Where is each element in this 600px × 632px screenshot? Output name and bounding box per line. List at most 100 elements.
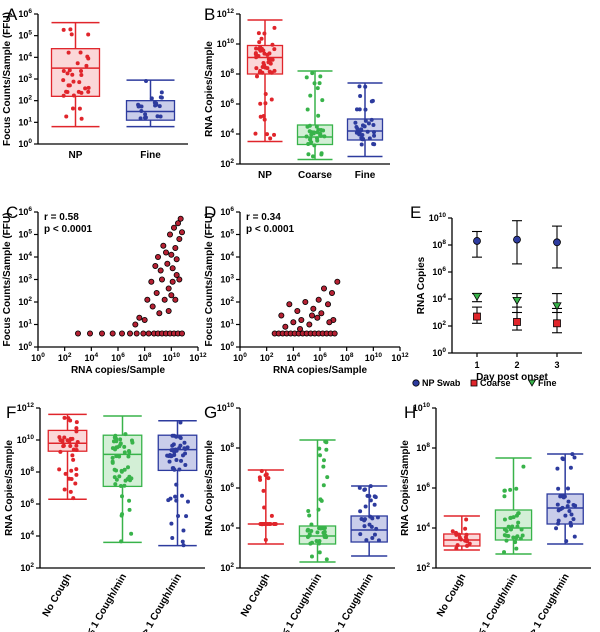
data-point: [502, 494, 507, 499]
data-point: [362, 124, 367, 129]
data-point: [502, 527, 507, 532]
data-point: [170, 536, 175, 541]
data-point: [113, 433, 118, 438]
data-point: [126, 465, 131, 470]
data-point: [556, 486, 561, 491]
data-point: [324, 440, 329, 445]
y-tick-label: 106: [432, 266, 446, 277]
box-coarse: [296, 70, 334, 161]
data-point: [67, 439, 72, 444]
data-point: [312, 81, 317, 86]
data-point: [321, 483, 326, 488]
data-point: [306, 527, 311, 532]
data-point: [262, 63, 267, 68]
y-tick-label: 106: [18, 206, 32, 217]
y-tick-label: 104: [18, 251, 32, 262]
data-point: [118, 441, 123, 446]
box--1-cough-min: [298, 439, 337, 563]
data-point: [304, 75, 309, 80]
data-point: [257, 70, 262, 75]
data-point: [67, 83, 72, 88]
data-point: [73, 481, 78, 486]
data-point: [467, 541, 472, 546]
panel-label: F: [6, 403, 16, 422]
data-point: [556, 518, 561, 523]
x-tick-label: 102: [260, 352, 274, 363]
box-np: [246, 19, 284, 143]
series-np-swab-point: [552, 225, 562, 269]
data-point: [368, 484, 373, 489]
scatter-point: [172, 244, 179, 251]
y-axis-title: RNA Copies/Sample: [400, 440, 411, 536]
data-point: [321, 458, 326, 463]
y-tick-label: 104: [432, 293, 446, 304]
scatter-point: [119, 330, 126, 337]
data-point: [375, 515, 380, 520]
data-point: [74, 420, 79, 425]
data-point: [144, 79, 149, 84]
scatter-point: [308, 312, 315, 319]
scatter-point: [324, 301, 331, 308]
data-point: [86, 56, 91, 61]
y-tick-label: 1010: [217, 402, 235, 413]
scatter-point: [109, 330, 116, 337]
data-point: [454, 546, 459, 551]
y-tick-label: 104: [20, 530, 34, 541]
data-point: [320, 98, 325, 103]
data-point: [325, 475, 330, 480]
y-tick-label: 101: [18, 319, 32, 330]
y-tick-label: 103: [220, 274, 234, 285]
data-point: [271, 522, 276, 526]
scatter-point: [168, 251, 175, 258]
data-point: [363, 107, 368, 112]
scatter-point: [302, 298, 309, 305]
y-tick-label: 1010: [17, 434, 35, 445]
data-point: [554, 526, 559, 531]
scatter-point: [177, 215, 184, 222]
y-tick-label: 105: [18, 30, 32, 41]
data-point: [114, 477, 119, 482]
data-point: [358, 509, 363, 514]
data-point: [376, 538, 381, 543]
scatter-point: [176, 276, 183, 283]
data-point: [261, 488, 266, 493]
y-tick-label: 1010: [413, 402, 431, 413]
data-point: [516, 511, 521, 516]
data-point: [154, 101, 159, 106]
y-tick-label: 100: [18, 138, 32, 149]
box-fine: [125, 79, 176, 128]
data-point: [254, 55, 259, 60]
data-point: [357, 485, 362, 490]
data-point: [565, 504, 570, 509]
data-point: [69, 468, 74, 473]
data-point: [257, 40, 262, 45]
data-point: [262, 31, 267, 36]
y-tick-label: 102: [220, 296, 234, 307]
data-point: [357, 84, 362, 89]
data-point: [122, 483, 127, 488]
scatter-point: [157, 267, 164, 274]
y-tick-label: 104: [18, 51, 32, 62]
data-point: [139, 108, 144, 113]
data-point: [261, 113, 266, 118]
data-point: [173, 494, 178, 499]
data-point: [371, 130, 376, 135]
data-point: [307, 129, 312, 134]
data-point: [358, 94, 363, 99]
data-point: [256, 31, 261, 36]
data-point: [79, 72, 84, 77]
y-tick-label: 105: [220, 229, 234, 240]
scatter-point: [320, 285, 327, 292]
x-tick-label: 106: [313, 352, 327, 363]
x-tick-label: 1012: [391, 352, 409, 363]
data-point: [169, 521, 174, 526]
data-point: [508, 487, 513, 492]
data-point: [258, 44, 263, 49]
data-point: [74, 467, 79, 472]
y-tick-label: 106: [416, 482, 430, 493]
data-point: [174, 448, 179, 453]
data-point: [66, 50, 71, 55]
category-label: > 1 Cough/min: [528, 572, 572, 632]
data-point: [571, 517, 576, 522]
data-point: [268, 522, 273, 526]
